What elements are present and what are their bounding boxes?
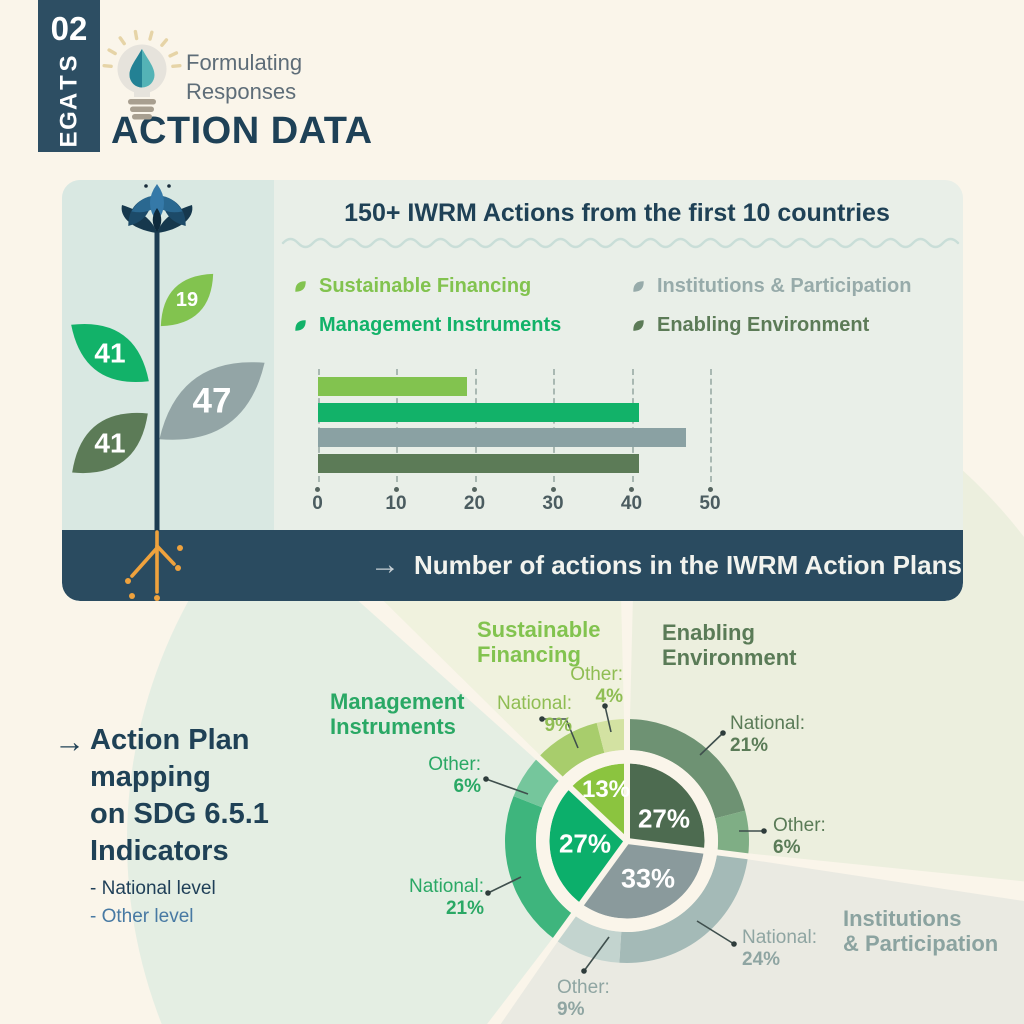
category-title-institutions-participation: Institutions & Participation (843, 906, 999, 956)
legend-item-sustainable-financing: Sustainable Financing (291, 275, 531, 298)
stage-number: 02 (50, 10, 88, 47)
card-banner: → Number of actions in the IWRM Action P… (62, 530, 963, 601)
bar-sustainable-financing (317, 377, 467, 396)
x-tick: 30 (542, 493, 564, 514)
bar-management-instruments (317, 402, 640, 422)
inner-pct-sustainable: 13% (581, 776, 631, 803)
lightbulb-icon (102, 29, 182, 120)
legend-other-level: - Other level (90, 906, 194, 927)
category-title-management-instruments: Management Instruments (330, 689, 465, 739)
donut-outer-other (715, 810, 749, 857)
bulb-base (128, 99, 156, 120)
x-tick: 20 (463, 493, 486, 514)
arrow-icon: → (54, 724, 85, 759)
x-tick: 50 (699, 493, 721, 514)
callout-management-national: National: 21% (409, 876, 484, 919)
callout-enabling-national: National: 21% (730, 713, 805, 756)
inner-pct-institutions: 33% (620, 863, 676, 894)
callout-sustainable-national: National: 9% (497, 693, 572, 736)
legend-item-institutions-participation: Institutions & Participation (629, 275, 911, 298)
leaf-icon (633, 320, 644, 331)
donut-section-title: Action Plan mapping on SDG 6.5.1 Indicat… (90, 724, 269, 867)
callout-institutions-national: National: 24% (742, 927, 817, 970)
gridline (710, 369, 712, 482)
bar-chart: 0 10 20 30 40 50 (300, 366, 740, 516)
actions-card: 150+ IWRM Actions from the first 10 coun… (62, 180, 963, 601)
leaf-icon (295, 320, 306, 331)
wave-divider (281, 237, 960, 249)
callout-sustainable-other: Other: 4% (570, 664, 623, 707)
banner-text: Number of actions in the IWRM Action Pla… (414, 550, 962, 580)
leaf-icon (295, 281, 306, 292)
category-title-sustainable-financing: Sustainable Financing (477, 617, 601, 667)
legend-item-enabling-environment: Enabling Environment (629, 314, 869, 337)
bar-enabling-environment (317, 454, 640, 474)
x-tick: 10 (385, 493, 407, 514)
category-title-enabling-environment: Enabling Environment (662, 620, 797, 670)
leaf-icon (633, 281, 644, 292)
page-title: ACTION DATA (111, 110, 373, 152)
card-title: 150+ IWRM Actions from the first 10 coun… (344, 199, 890, 227)
callout-management-other: Other: 6% (428, 754, 481, 797)
legend-item-management-instruments: Management Instruments (291, 314, 561, 337)
x-tick: 0 (312, 493, 323, 514)
inner-pct-management: 27% (558, 828, 612, 859)
inner-pct-enabling: 27% (637, 803, 691, 834)
donut-outer-other (555, 914, 622, 963)
bar-institutions-participation (317, 428, 687, 448)
callout-institutions-other: Other: 9% (557, 977, 610, 1020)
stage-kicker: Formulating Responses (186, 50, 303, 104)
donut-outer-national (505, 796, 574, 940)
legend-national-level: - National level (90, 878, 216, 899)
callout-enabling-other: Other: 6% (773, 815, 826, 858)
donut-outer-other (513, 757, 561, 808)
x-tick: 40 (620, 493, 643, 514)
donut-outer-other (596, 719, 627, 753)
bulb-rays (102, 29, 182, 68)
arrow-icon: → (370, 548, 400, 581)
